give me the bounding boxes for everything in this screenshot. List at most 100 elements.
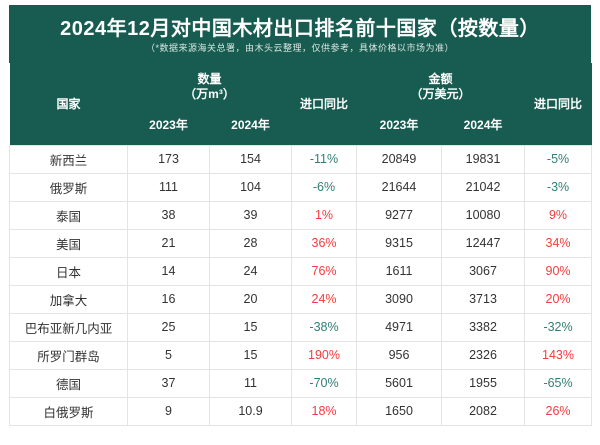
country-cell: 所罗门群岛 xyxy=(9,340,128,370)
qty-2023-cell: 5 xyxy=(127,340,210,370)
qty-yoy-cell: 36% xyxy=(291,228,358,258)
qty-yoy-cell: 18% xyxy=(291,396,358,426)
amt-2023-cell: 5601 xyxy=(356,368,443,398)
header-qty-2023: 2023年 xyxy=(127,111,210,145)
qty-2024-cell: 15 xyxy=(208,312,293,342)
header-amt-unit: （万美元） xyxy=(410,87,471,101)
table-row: 美国 21 28 36% 9315 12447 34% xyxy=(9,228,593,258)
qty-2024-cell: 39 xyxy=(208,200,293,230)
amt-2024-cell: 2326 xyxy=(441,340,526,370)
amt-2023-cell: 1611 xyxy=(356,256,443,286)
amt-2024-cell: 3067 xyxy=(441,256,526,286)
qty-2024-cell: 154 xyxy=(208,144,293,174)
qty-2023-cell: 111 xyxy=(127,172,210,202)
amt-2023-cell: 9315 xyxy=(356,228,443,258)
qty-2023-cell: 21 xyxy=(127,228,210,258)
country-cell: 巴布亚新几内亚 xyxy=(9,312,128,342)
qty-2024-cell: 24 xyxy=(208,256,293,286)
table-row: 德国 37 11 -70% 5601 1955 -65% xyxy=(9,368,593,398)
infographic-board: 2024年12月对中国木材出口排名前十国家（按数量） （*数据来源海关总署，由木… xyxy=(9,5,593,426)
amt-yoy-cell: -32% xyxy=(524,312,593,342)
country-cell: 泰国 xyxy=(9,200,128,230)
page-subtitle: （*数据来源海关总署，由木头云整理，仅供参考，具体价格以市场为准） xyxy=(145,43,454,53)
amt-2024-cell: 1955 xyxy=(441,368,526,398)
qty-yoy-cell: 190% xyxy=(291,340,358,370)
qty-2023-cell: 14 xyxy=(127,256,210,286)
qty-yoy-cell: 24% xyxy=(291,284,358,314)
qty-2023-cell: 38 xyxy=(127,200,210,230)
amt-2023-cell: 956 xyxy=(356,340,443,370)
amt-yoy-cell: 9% xyxy=(524,200,593,230)
table-head: 国家 数量 （万m³） 进口同比 金额 （万美元） 进口同比 2023年 202… xyxy=(9,63,592,145)
qty-yoy-cell: -6% xyxy=(291,172,358,202)
qty-yoy-cell: 76% xyxy=(291,256,358,286)
header-amt-2024: 2024年 xyxy=(441,111,525,145)
qty-2023-cell: 37 xyxy=(127,368,210,398)
amt-2024-cell: 12447 xyxy=(441,228,526,258)
amt-yoy-cell: 34% xyxy=(524,228,593,258)
table-row: 俄罗斯 111 104 -6% 21644 21042 -3% xyxy=(9,172,593,202)
header-amt-2023: 2023年 xyxy=(356,111,442,145)
country-cell: 白俄罗斯 xyxy=(9,396,128,426)
qty-yoy-cell: -70% xyxy=(291,368,358,398)
export-ranking-table: 国家 数量 （万m³） 进口同比 金额 （万美元） 进口同比 2023年 202… xyxy=(9,63,593,426)
qty-2024-cell: 15 xyxy=(208,340,293,370)
amt-yoy-cell: 20% xyxy=(524,284,593,314)
header-qty-2024: 2024年 xyxy=(209,111,292,145)
amt-2023-cell: 4971 xyxy=(356,312,443,342)
header-amt-yoy: 进口同比 xyxy=(524,63,592,145)
header-country: 国家 xyxy=(9,63,128,145)
table-row: 加拿大 16 20 24% 3090 3713 20% xyxy=(9,284,593,314)
amt-2023-cell: 3090 xyxy=(356,284,443,314)
amt-yoy-cell: 143% xyxy=(524,340,593,370)
country-cell: 德国 xyxy=(9,368,128,398)
qty-yoy-cell: -11% xyxy=(291,144,358,174)
table-row: 泰国 38 39 1% 9277 10080 9% xyxy=(9,200,593,230)
country-cell: 日本 xyxy=(9,256,128,286)
country-cell: 新西兰 xyxy=(9,144,128,174)
table-row: 日本 14 24 76% 1611 3067 90% xyxy=(9,256,593,286)
qty-2024-cell: 28 xyxy=(208,228,293,258)
title-bar: 2024年12月对中国木材出口排名前十国家（按数量） （*数据来源海关总署，由木… xyxy=(9,5,591,63)
header-amt-group: 金额 （万美元） xyxy=(356,63,525,111)
table-row: 所罗门群岛 5 15 190% 956 2326 143% xyxy=(9,340,593,370)
country-cell: 加拿大 xyxy=(9,284,128,314)
table-body: 新西兰 173 154 -11% 20849 19831 -5% 俄罗斯 111… xyxy=(9,144,593,426)
qty-yoy-cell: 1% xyxy=(291,200,358,230)
qty-2023-cell: 16 xyxy=(127,284,210,314)
qty-2023-cell: 25 xyxy=(127,312,210,342)
header-qty-title: 数量 xyxy=(197,72,222,86)
amt-yoy-cell: 90% xyxy=(524,256,593,286)
qty-2023-cell: 173 xyxy=(127,144,210,174)
table-row: 新西兰 173 154 -11% 20849 19831 -5% xyxy=(9,144,593,174)
header-amt-title: 金额 xyxy=(428,72,453,86)
qty-2024-cell: 104 xyxy=(208,172,293,202)
amt-2024-cell: 10080 xyxy=(441,200,526,230)
amt-2024-cell: 2082 xyxy=(441,396,526,426)
country-cell: 俄罗斯 xyxy=(9,172,128,202)
amt-yoy-cell: 26% xyxy=(524,396,593,426)
amt-2023-cell: 9277 xyxy=(356,200,443,230)
page-title: 2024年12月对中国木材出口排名前十国家（按数量） xyxy=(60,18,540,40)
qty-2024-cell: 11 xyxy=(208,368,293,398)
amt-yoy-cell: -5% xyxy=(524,144,593,174)
amt-2023-cell: 20849 xyxy=(356,144,443,174)
header-qty-unit: （万m³） xyxy=(184,87,235,101)
header-qty-group: 数量 （万m³） xyxy=(127,63,292,111)
amt-2024-cell: 3713 xyxy=(441,284,526,314)
qty-yoy-cell: -38% xyxy=(291,312,358,342)
amt-2024-cell: 19831 xyxy=(441,144,526,174)
qty-2023-cell: 9 xyxy=(127,396,210,426)
amt-2024-cell: 21042 xyxy=(441,172,526,202)
qty-2024-cell: 20 xyxy=(208,284,293,314)
amt-2023-cell: 1650 xyxy=(356,396,443,426)
table-row: 白俄罗斯 9 10.9 18% 1650 2082 26% xyxy=(9,396,593,426)
table-row: 巴布亚新几内亚 25 15 -38% 4971 3382 -32% xyxy=(9,312,593,342)
amt-yoy-cell: -65% xyxy=(524,368,593,398)
qty-2024-cell: 10.9 xyxy=(208,396,293,426)
amt-yoy-cell: -3% xyxy=(524,172,593,202)
header-qty-yoy: 进口同比 xyxy=(291,63,357,145)
country-cell: 美国 xyxy=(9,228,128,258)
amt-2023-cell: 21644 xyxy=(356,172,443,202)
amt-2024-cell: 3382 xyxy=(441,312,526,342)
